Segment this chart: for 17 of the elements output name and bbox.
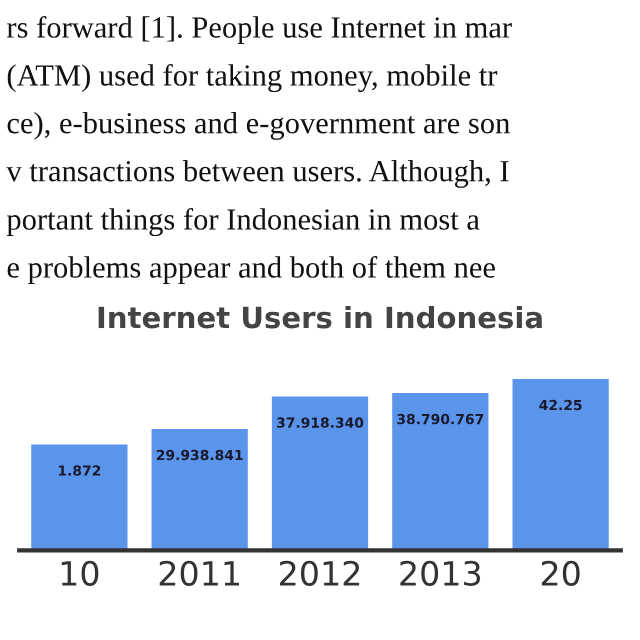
bar — [392, 393, 489, 551]
x-tick-label: 2012 — [280, 560, 360, 586]
x-tick-label: 20 — [541, 560, 580, 586]
text: portant things for Indonesian in most a — [6, 208, 480, 237]
bar — [271, 396, 369, 551]
x-tick-label: 2013 — [400, 560, 481, 586]
chart-title: Internet Users in Indonesia — [98, 305, 542, 329]
x-tick-label: 10 — [61, 560, 99, 586]
text: e problems appear and both of them nee — [7, 256, 495, 285]
text: ce), e-business and e-government are son — [7, 112, 510, 140]
bar — [151, 428, 248, 551]
bar — [31, 444, 128, 551]
text: v transactions between users. Although, I — [6, 160, 509, 188]
text: (ATM) used for taking money, mobile tr — [7, 64, 498, 93]
bar — [512, 378, 609, 551]
x-tick-label: 2011 — [159, 560, 240, 586]
text: rs forward [1]. People use Internet in mar — [7, 16, 512, 45]
